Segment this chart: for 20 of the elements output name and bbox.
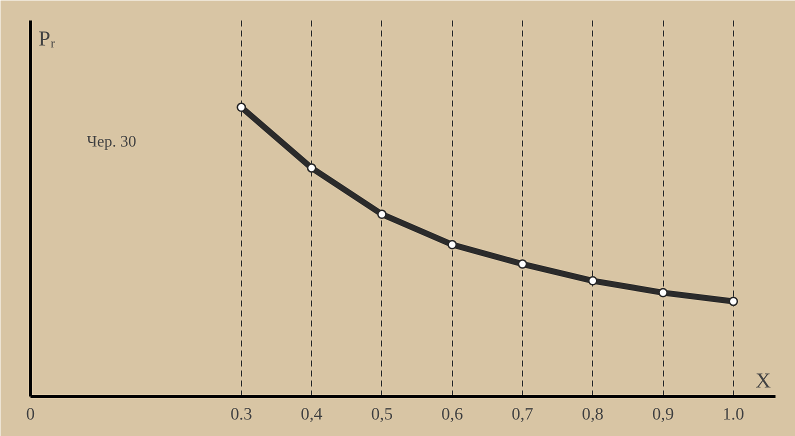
x-tick-label: 0	[26, 404, 35, 424]
x-tick-label: 0,4	[300, 404, 323, 424]
point	[658, 288, 668, 298]
point	[447, 240, 457, 250]
x-axis-title: X	[756, 368, 772, 392]
y-axis-title: Pᵣ	[38, 26, 56, 50]
point	[306, 163, 316, 173]
x-tick-label: 0,5	[371, 404, 393, 424]
point	[588, 276, 598, 286]
x-tick-label: 0,8	[582, 404, 604, 424]
x-tick-label: 0.3	[230, 404, 252, 424]
point	[236, 102, 246, 112]
point	[518, 259, 528, 269]
annotation: Чер. 30	[86, 134, 136, 151]
x-tick-label: 0,6	[441, 404, 464, 424]
point	[377, 210, 387, 220]
x-tick-label: 0,9	[652, 404, 674, 424]
point	[728, 296, 738, 306]
x-tick-label: 0,7	[512, 404, 534, 424]
x-tick-label: 1.0	[722, 404, 744, 424]
